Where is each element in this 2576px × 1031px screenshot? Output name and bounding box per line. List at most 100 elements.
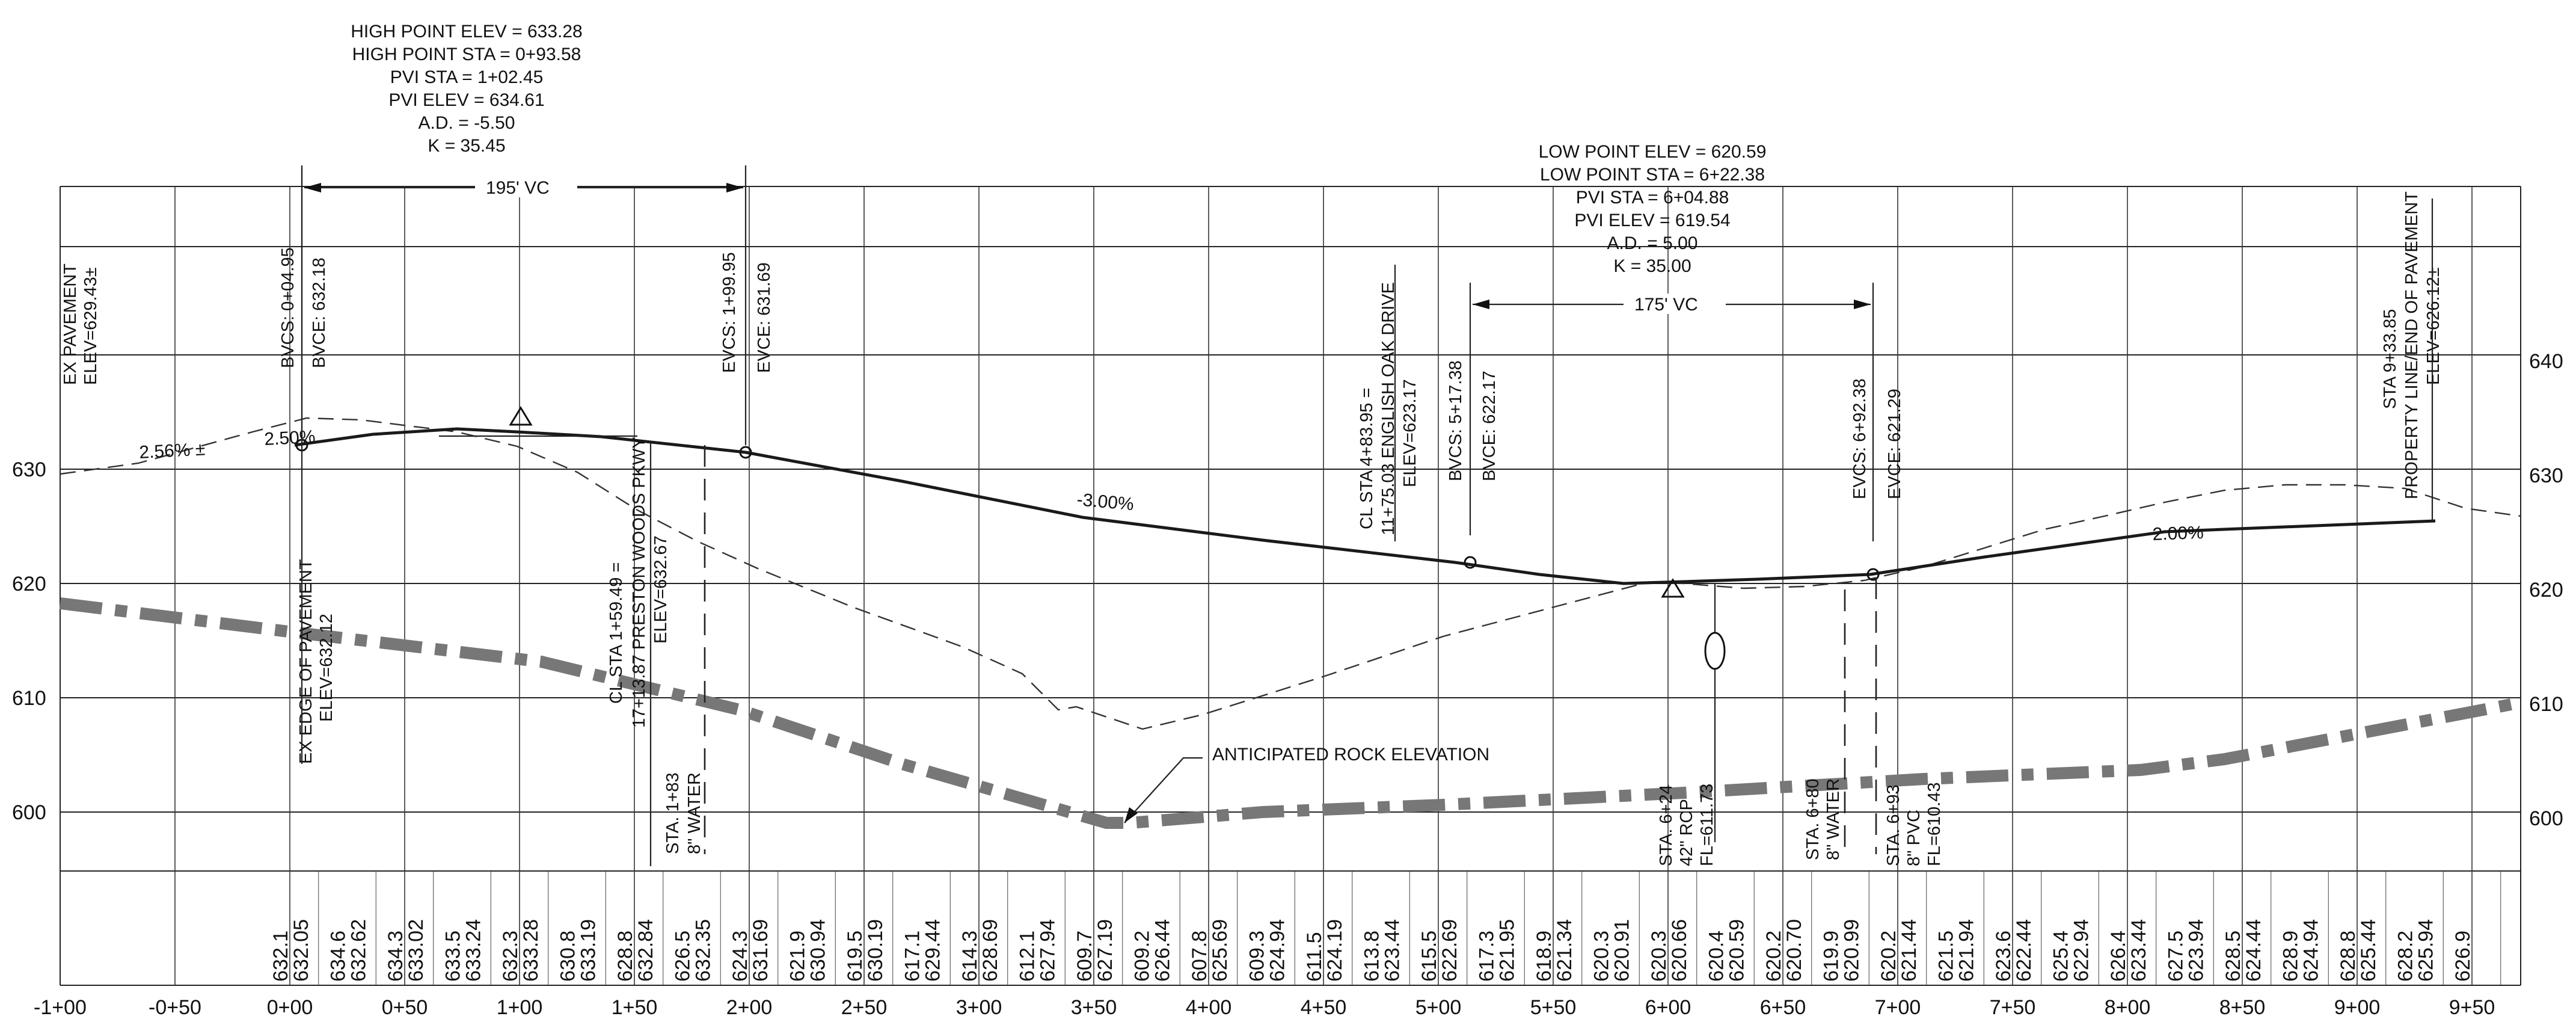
existing-elevation: 628.8: [2337, 931, 2360, 982]
existing-elevation: 621.5: [1935, 931, 1958, 982]
rock-leader: [1124, 757, 1203, 823]
pvc-fl: FL=610.43: [1925, 783, 1944, 866]
station-label: 4+50: [1301, 996, 1347, 1019]
vc1-arrow-right: [726, 183, 743, 192]
low-ad: A.D. = 5.00: [1607, 233, 1698, 253]
proposed-elevation: 620.70: [1783, 919, 1806, 982]
existing-elevation: 619.5: [844, 931, 866, 982]
evce-label: EVCE: 631.69: [755, 262, 774, 373]
vc1-arrow-left: [304, 183, 321, 192]
rock-elevation-line: [59, 597, 2522, 829]
existing-elevation: 621.9: [787, 931, 809, 982]
axis-left-600: 600: [12, 801, 46, 824]
prop-line: PROPERTY LINE/END OF PAVEMENT: [2402, 191, 2421, 499]
proposed-elevation: 630.19: [864, 919, 887, 982]
existing-ground-line: [60, 417, 2521, 730]
existing-elevation: 628.2: [2394, 931, 2417, 982]
evcs2-label: EVCS: 6+92.38: [1850, 378, 1869, 499]
proposed-elevation: 624.19: [1323, 919, 1346, 982]
bvcs-label: BVCS: 0+04.95: [278, 247, 298, 368]
rcp-fl: FL=611.73: [1697, 784, 1717, 866]
evc-marker-2: [1866, 568, 1880, 581]
station-label: 1+00: [497, 996, 543, 1019]
rcp-size: 42" RCP: [1677, 799, 1696, 866]
proposed-elevation: 625.94: [2415, 919, 2438, 982]
evce2-label: EVCE: 621.29: [1885, 389, 1904, 499]
vc1-label: 195' VC: [486, 178, 550, 198]
proposed-elevation: 627.19: [1094, 919, 1117, 982]
proposed-elevation: 624.94: [2300, 919, 2323, 982]
proposed-elevation: 632.62: [348, 919, 370, 982]
axis-right-630: 630: [2529, 464, 2563, 487]
existing-elevation: 627.5: [2165, 931, 2188, 982]
ex-pavement-label: EX PAVEMENT: [61, 263, 80, 385]
proposed-elevation: 629.44: [922, 919, 945, 982]
station-label: 4+00: [1186, 996, 1232, 1019]
proposed-profile-line: [294, 427, 2436, 585]
station-label: 8+50: [2219, 996, 2266, 1019]
low-pvi-sta: PVI STA = 6+04.88: [1576, 188, 1729, 208]
existing-elevation: 612.1: [1016, 931, 1039, 982]
vc2-label: 175' VC: [1634, 295, 1698, 315]
proposed-elevation: 621.94: [1955, 919, 1978, 982]
station-label: 6+50: [1760, 996, 1806, 1019]
water2-sta: STA. 6+80: [1803, 778, 1823, 860]
bvce2-label: BVCE: 622.17: [1480, 371, 1499, 481]
proposed-elevation: 633.24: [462, 919, 485, 982]
proposed-elevation: 622.94: [2070, 919, 2093, 982]
pvc-sta: STA. 6+93: [1884, 784, 1903, 866]
grade-4: 2.00%: [2152, 523, 2204, 544]
axis-right-600: 600: [2529, 807, 2563, 830]
station-label: 7+00: [1875, 996, 1921, 1019]
grade-2: 2.50%: [264, 427, 316, 449]
existing-elevation: 617.1: [901, 931, 924, 982]
water2-size: 8" WATER: [1824, 778, 1843, 860]
proposed-elevation: 620.99: [1841, 919, 1863, 982]
high-pvi-elev: PVI ELEV = 634.61: [388, 90, 544, 110]
proposed-elevation: 621.44: [1898, 919, 1921, 982]
existing-elevation: 626.5: [672, 931, 695, 982]
existing-elevation: 620.4: [1705, 931, 1728, 982]
existing-elevation: 614.3: [958, 931, 981, 982]
existing-elevation: 632.1: [269, 931, 292, 982]
existing-elevation: 609.3: [1246, 931, 1269, 982]
grade-1: 2.56% ±: [139, 439, 206, 463]
station-label: 5+50: [1530, 996, 1577, 1019]
pvc-size: 8" PVC: [1904, 810, 1924, 866]
proposed-elevation: 633.28: [520, 919, 542, 982]
existing-elevation: 628.8: [614, 931, 637, 982]
axis-left-630: 630: [12, 458, 46, 481]
rcp-pipe: [1704, 632, 1726, 670]
existing-elevation: 618.9: [1533, 931, 1556, 982]
existing-elevation: 624.3: [729, 931, 752, 982]
bvce-label: BVCE: 632.18: [310, 257, 329, 368]
axis-right-620: 620: [2529, 579, 2563, 602]
proposed-elevation: 622.69: [1438, 919, 1461, 982]
cl-preston-sta: CL STA 1+59.49 =: [607, 562, 626, 704]
low-pvi-elev: PVI ELEV = 619.54: [1574, 211, 1730, 230]
existing-elevation: 620.2: [1877, 931, 1900, 982]
proposed-elevation: 632.84: [634, 919, 657, 982]
proposed-elevation: 620.59: [1726, 919, 1749, 982]
evc-marker-1: [739, 446, 752, 459]
prop-elev: ELEV=626.12±: [2424, 267, 2443, 385]
existing-elevation: 609.7: [1073, 931, 1096, 982]
cl-preston-elev: ELEV=632.67: [651, 535, 670, 644]
cl-oak-sta: CL STA 4+83.95 =: [1357, 388, 1376, 529]
rcp-sta: STA. 6+24: [1657, 784, 1676, 866]
station-label: -1+00: [34, 996, 87, 1019]
water1-sta: STA. 1+83: [663, 772, 682, 854]
proposed-elevation: 623.44: [2127, 919, 2150, 982]
rock-leader-arrow: [1124, 807, 1138, 823]
station-label: -0+50: [149, 996, 201, 1019]
existing-elevation: 626.4: [2107, 931, 2130, 982]
station-label: 8+00: [2105, 996, 2151, 1019]
proposed-elevation: 620.66: [1668, 919, 1691, 982]
ex-edge-elev: ELEV=632.12: [317, 614, 336, 722]
proposed-elevation: 622.44: [2013, 919, 2035, 982]
existing-elevation: 607.8: [1188, 931, 1211, 982]
station-label: 2+50: [841, 996, 888, 1019]
axis-right-610: 610: [2529, 693, 2563, 716]
vc1-label-bg: [475, 177, 577, 197]
proposed-elevation: 633.02: [405, 919, 428, 982]
